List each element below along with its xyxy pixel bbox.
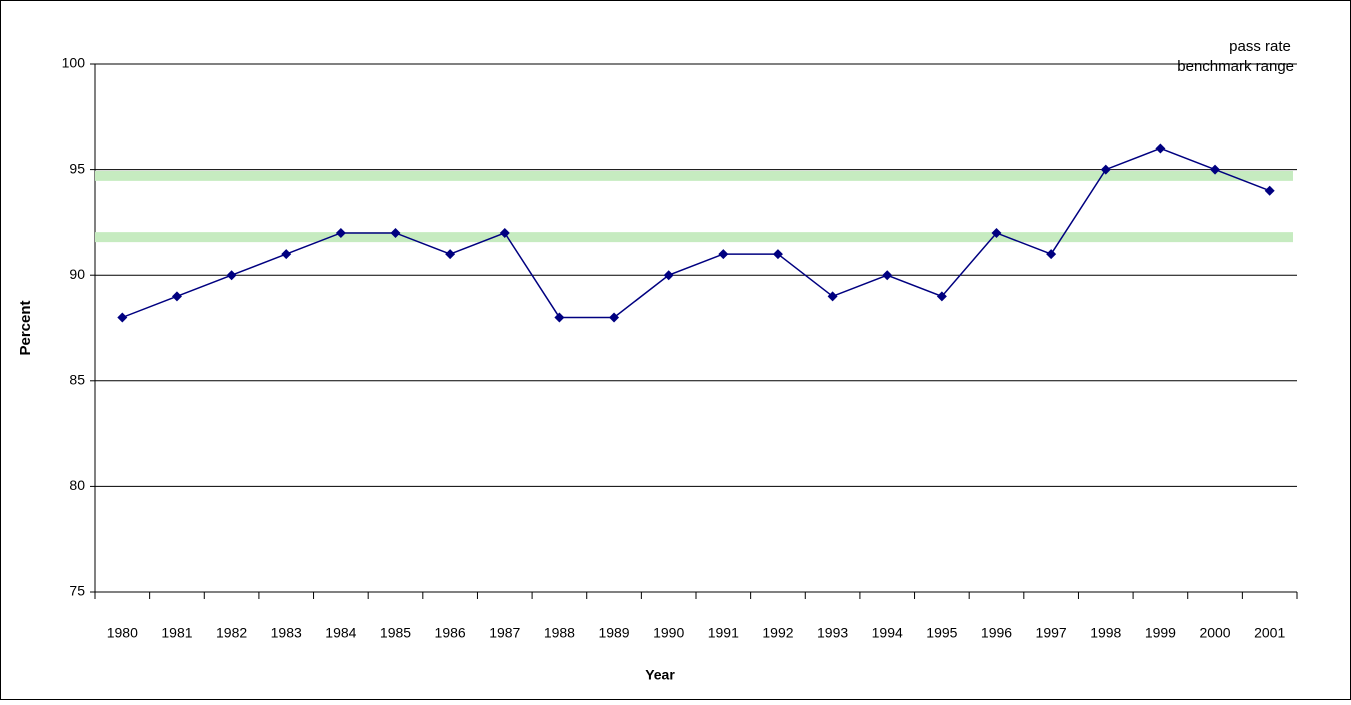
x-tick-label: 1999 [1145, 625, 1176, 641]
x-tick-label: 1986 [435, 625, 466, 641]
x-tick-label: 1993 [817, 625, 848, 641]
data-point [171, 291, 182, 302]
data-point [772, 249, 783, 260]
data-point [936, 291, 947, 302]
data-point [117, 312, 128, 323]
data-point [554, 312, 565, 323]
data-point [335, 227, 346, 238]
x-tick-label: 1981 [161, 625, 192, 641]
data-point [226, 270, 237, 281]
series-line [122, 147, 1270, 319]
data-point [1046, 249, 1057, 260]
x-axis-label: Year [645, 667, 675, 683]
data-point [499, 227, 510, 238]
data-point [882, 270, 893, 281]
legend-entry: pass rate [1229, 38, 1291, 55]
y-tick-label: 75 [69, 583, 85, 599]
x-tick-label: 1984 [325, 625, 356, 641]
x-tick-label: 1988 [544, 625, 575, 641]
x-tick-label: 1992 [762, 625, 793, 641]
data-point [281, 249, 292, 260]
y-tick-label: 95 [69, 160, 85, 176]
data-point [827, 291, 838, 302]
data-point [991, 227, 1002, 238]
data-point [445, 249, 456, 260]
data-point [1210, 164, 1221, 175]
data-point [390, 227, 401, 238]
x-tick-label: 1989 [598, 625, 629, 641]
data-point [1100, 164, 1111, 175]
x-tick-label: 1997 [1036, 625, 1067, 641]
x-tick-label: 2000 [1199, 625, 1230, 641]
x-tick-label: 1983 [271, 625, 302, 641]
x-tick-label: 1996 [981, 625, 1012, 641]
x-tick-label: 1998 [1090, 625, 1121, 641]
x-tick-label: 1990 [653, 625, 684, 641]
data-point [663, 270, 674, 281]
data-point [1155, 143, 1166, 154]
x-tick-label: 1991 [708, 625, 739, 641]
x-tick-label: 1985 [380, 625, 411, 641]
x-tick-label: 1995 [926, 625, 957, 641]
data-point [609, 312, 620, 323]
x-tick-label: 1994 [872, 625, 903, 641]
x-tick-label: 1980 [107, 625, 138, 641]
x-tick-label: 1987 [489, 625, 520, 641]
data-point [718, 249, 729, 260]
y-axis-label: Percent [17, 300, 34, 355]
legend-entry: benchmark range [1177, 58, 1294, 75]
x-tick-label: 2001 [1254, 625, 1285, 641]
y-tick-label: 100 [62, 55, 86, 71]
y-tick-label: 85 [69, 372, 85, 388]
y-tick-label: 90 [69, 266, 85, 282]
y-tick-label: 80 [69, 477, 85, 493]
data-point [1264, 185, 1275, 196]
x-tick-label: 1982 [216, 625, 247, 641]
